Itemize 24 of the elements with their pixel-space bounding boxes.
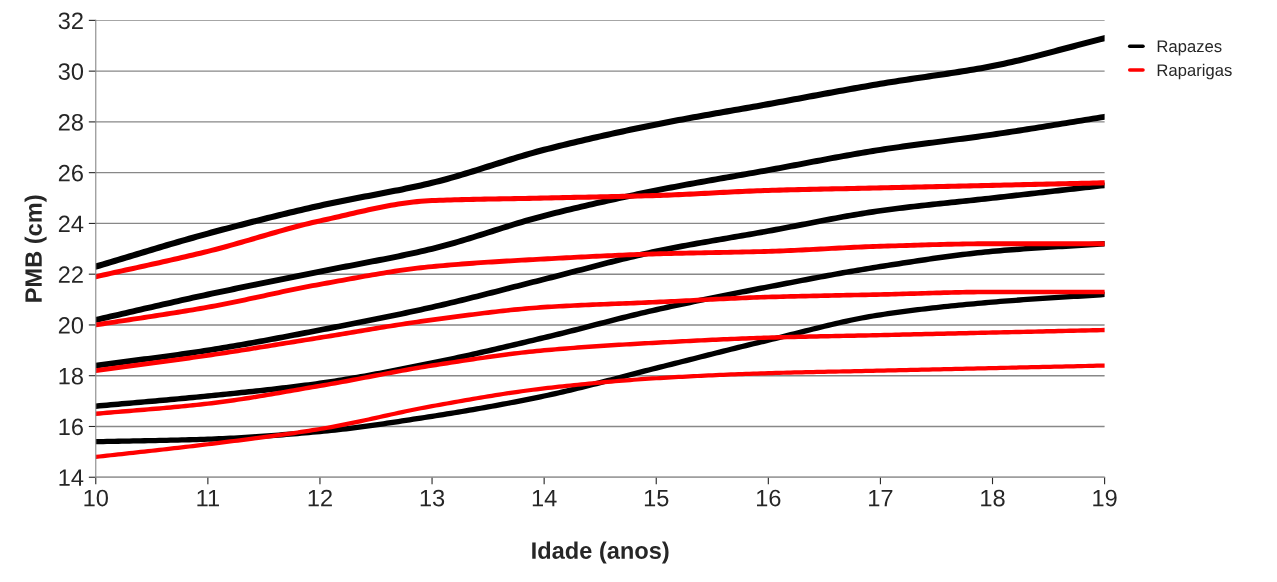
x-tick-label: 13	[420, 489, 445, 507]
x-tick-label: 18	[981, 489, 1005, 507]
x-tick-label: 15	[644, 489, 669, 507]
y-tick-label: 14	[59, 469, 84, 486]
x-axis-title: Idade (anos)	[532, 541, 669, 564]
x-tick-label: 11	[197, 489, 219, 507]
x-tick-label: 14	[532, 489, 557, 507]
x-tick-label: 16	[757, 489, 781, 507]
y-tick-label: 24	[58, 215, 84, 232]
y-tick-label: 32	[58, 12, 83, 30]
y-tick-label: 20	[58, 317, 84, 334]
y-tick-label: 30	[58, 63, 84, 80]
y-tick-label: 18	[59, 367, 83, 385]
y-tick-label: 28	[58, 113, 83, 131]
y-tick-label: 26	[58, 164, 83, 182]
x-tick-label: 12	[308, 489, 332, 507]
x-tick-label: 17	[869, 489, 893, 507]
y-tick-label: 16	[59, 418, 83, 436]
x-tick-label: 19	[1093, 489, 1117, 507]
legend-label: Raparigas	[1157, 63, 1232, 80]
y-tick-label: 22	[58, 266, 83, 283]
legend-label: Rapazes	[1157, 40, 1222, 56]
y-axis-title: PMB (cm)	[24, 195, 47, 302]
x-tick-label: 10	[84, 489, 108, 507]
